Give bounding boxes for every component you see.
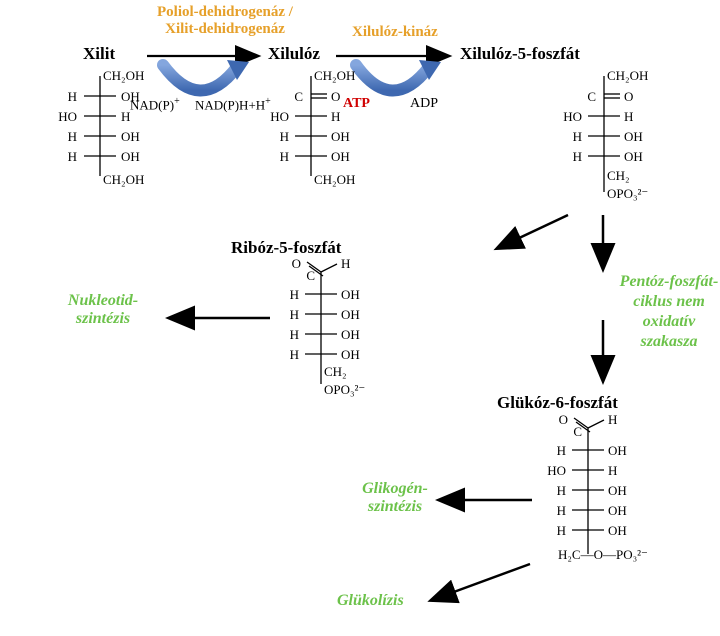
svg-text:HO: HO	[563, 109, 582, 124]
svg-text:OPO₃²⁻: OPO₃²⁻	[607, 186, 648, 201]
svg-text:H: H	[557, 483, 566, 498]
arrow-x5p-r5p	[498, 215, 568, 248]
label-pentoz: Pentóz-foszfát- ciklus nem oxidatív szak…	[614, 272, 720, 352]
arrow-g6p-glukolizis	[432, 564, 530, 600]
svg-text:H: H	[624, 109, 633, 124]
struct-xiluloz: CH₂OH C O HO H H OH H OH CH₂OH	[263, 68, 373, 188]
svg-text:H: H	[331, 109, 340, 124]
svg-text:CH₂: CH₂	[324, 364, 347, 379]
svg-text:C: C	[306, 268, 315, 283]
svg-text:H: H	[280, 129, 289, 144]
svg-text:H: H	[608, 463, 617, 478]
svg-text:O: O	[624, 89, 633, 104]
svg-text:O: O	[292, 258, 301, 271]
svg-text:C: C	[294, 89, 303, 104]
svg-text:H: H	[573, 149, 582, 164]
svg-text:CH₂OH: CH₂OH	[607, 68, 648, 83]
svg-text:OPO₃²⁻: OPO₃²⁻	[324, 382, 365, 397]
svg-text:C: C	[573, 424, 582, 439]
svg-text:O: O	[559, 414, 568, 427]
svg-text:H: H	[68, 89, 77, 104]
svg-text:OH: OH	[608, 503, 627, 518]
svg-text:H: H	[68, 149, 77, 164]
svg-text:OH: OH	[608, 483, 627, 498]
struct-x5p: CH₂OH C O HO H H OH H OH CH₂ OPO₃²⁻	[556, 68, 696, 208]
svg-text:OH: OH	[121, 89, 140, 104]
svg-text:H: H	[608, 414, 617, 427]
svg-text:OH: OH	[624, 149, 643, 164]
svg-text:OH: OH	[331, 129, 350, 144]
svg-text:H: H	[290, 327, 299, 342]
svg-text:C: C	[587, 89, 596, 104]
svg-text:CH₂OH: CH₂OH	[103, 172, 144, 187]
svg-text:OH: OH	[341, 307, 360, 322]
struct-r5p: O H C H OH H OH H OH H OH CH₂ OPO₃²⁻	[273, 258, 403, 408]
svg-text:H: H	[557, 523, 566, 538]
svg-text:H: H	[280, 149, 289, 164]
label-nukleotid: Nukleotid- szintézis	[43, 292, 163, 328]
svg-text:H: H	[121, 109, 130, 124]
svg-text:H: H	[68, 129, 77, 144]
label-adp: ADP	[410, 96, 438, 112]
svg-text:O: O	[331, 89, 340, 104]
svg-text:HO: HO	[58, 109, 77, 124]
svg-text:CH₂OH: CH₂OH	[314, 172, 355, 187]
svg-text:OH: OH	[341, 347, 360, 362]
svg-text:H: H	[290, 347, 299, 362]
svg-text:HO: HO	[547, 463, 566, 478]
svg-text:OH: OH	[608, 443, 627, 458]
svg-text:OH: OH	[341, 327, 360, 342]
struct-g6p: O H C H OH HO H H OH H OH H OH H₂C—O—PO₃…	[540, 414, 710, 584]
svg-text:OH: OH	[608, 523, 627, 538]
svg-text:HO: HO	[270, 109, 289, 124]
svg-text:H₂C—O—PO₃²⁻: H₂C—O—PO₃²⁻	[558, 547, 648, 562]
label-glukolizis: Glükolízis	[337, 592, 404, 610]
svg-text:CH₂: CH₂	[607, 168, 630, 183]
struct-xilit: CH₂OH H OH HO H H OH H OH CH₂OH	[45, 68, 155, 188]
label-nadph: NAD(P)H+H+	[195, 96, 271, 113]
svg-text:H: H	[573, 129, 582, 144]
svg-text:H: H	[557, 503, 566, 518]
svg-text:CH₂OH: CH₂OH	[314, 68, 355, 83]
svg-text:OH: OH	[341, 287, 360, 302]
svg-text:CH₂OH: CH₂OH	[103, 68, 144, 83]
svg-text:H: H	[290, 307, 299, 322]
svg-text:OH: OH	[121, 149, 140, 164]
svg-text:OH: OH	[121, 129, 140, 144]
label-glikogen: Glikogén- szintézis	[345, 480, 445, 516]
curve-arrow-nadp	[163, 60, 249, 91]
svg-text:H: H	[557, 443, 566, 458]
svg-text:H: H	[290, 287, 299, 302]
svg-text:OH: OH	[331, 149, 350, 164]
svg-text:H: H	[341, 258, 350, 271]
svg-text:OH: OH	[624, 129, 643, 144]
